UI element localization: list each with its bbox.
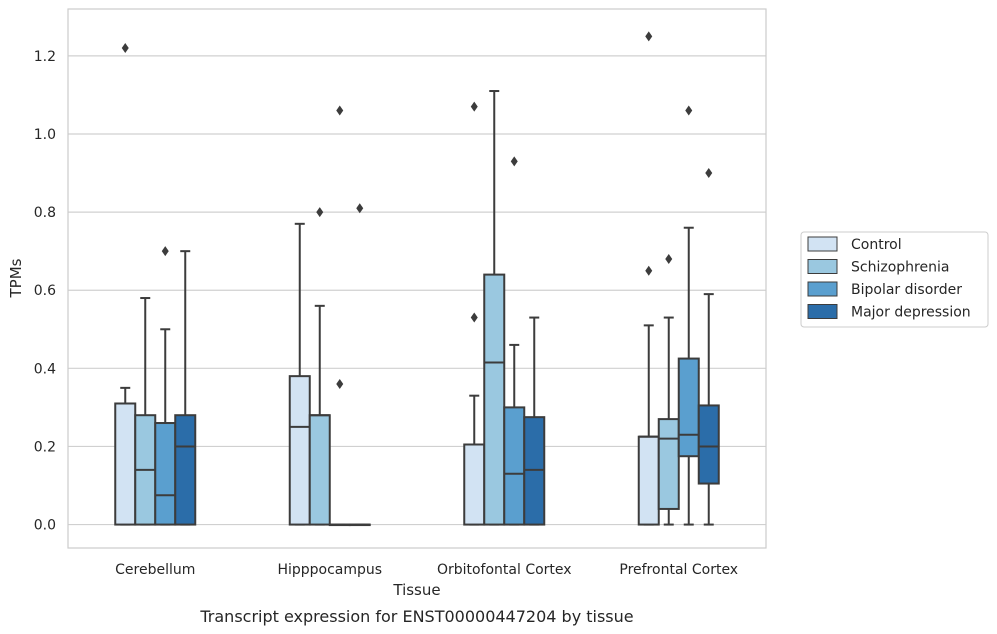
outlier-0 (645, 265, 653, 276)
box-1-3 (348, 203, 371, 527)
box-0-3 (174, 250, 197, 526)
outlier-0 (510, 156, 518, 167)
box-body (677, 357, 700, 458)
box-body (288, 375, 311, 526)
legend-label-3: Major depression (851, 305, 971, 321)
outlier-0 (470, 312, 478, 323)
box-body (114, 402, 137, 526)
legend-label-0: Control (851, 237, 902, 253)
box-0-0 (114, 43, 137, 526)
legend-swatch-3 (807, 304, 838, 319)
box-2-3 (523, 316, 546, 526)
box-marks (114, 31, 720, 527)
box-2-1 (483, 90, 506, 526)
box-body (637, 435, 660, 526)
box-2-0 (463, 101, 486, 526)
box-1-0 (288, 222, 311, 526)
y-tick-label-2: 0.4 (34, 361, 56, 377)
plot-frame (67, 8, 767, 549)
legend-label-2: Bipolar disorder (851, 282, 962, 298)
legend-swatch-1 (807, 259, 838, 274)
y-tick-label-0: 0.0 (34, 518, 56, 534)
outlier-0 (685, 105, 693, 116)
outlier-0 (336, 378, 344, 389)
box-3-0 (637, 31, 660, 526)
box-1-1 (308, 207, 331, 526)
box-3-3 (697, 168, 720, 526)
outlier-0 (121, 43, 129, 54)
box-body (463, 443, 486, 526)
box-body (483, 273, 506, 526)
x-tick-label-0: Cerebellum (115, 562, 195, 578)
y-tick-label-6: 1.2 (34, 49, 56, 65)
box-body (697, 404, 720, 485)
outlier-0 (665, 253, 673, 264)
box-3-2 (677, 105, 700, 526)
box-body (174, 414, 197, 526)
x-tick-label-1: Hipppocampus (277, 562, 382, 578)
y-tick-label-1: 0.2 (34, 439, 56, 455)
outlier-0 (161, 246, 169, 257)
legend: Control Schizophrenia Bipolar disorder Majo… (800, 231, 989, 328)
legend-frame (800, 231, 989, 328)
legend-swatch-0 (807, 236, 838, 252)
box-body (154, 422, 177, 526)
y-tick-label-4: 0.8 (34, 205, 56, 221)
y-tick-label-3: 0.6 (34, 283, 56, 299)
box-body (308, 414, 331, 526)
outlier-1 (645, 31, 653, 42)
legend-label-1: Schizophrenia (851, 260, 949, 276)
box-1-2 (328, 105, 351, 527)
outlier-1 (336, 105, 344, 116)
outlier-0 (316, 207, 324, 218)
y-tick-label-5: 1.0 (34, 127, 56, 143)
y-axis-label: TPMs (7, 258, 25, 298)
box-body (657, 418, 680, 510)
box-3-1 (657, 253, 680, 526)
legend-swatch-2 (807, 281, 838, 297)
box-body (503, 406, 526, 526)
outlier-0 (356, 203, 364, 214)
x-axis-label: Tissue (392, 581, 440, 599)
box-0-2 (154, 246, 177, 526)
outlier-0 (705, 168, 713, 179)
y-tick-labels: 0.0 0.2 0.4 0.6 0.8 1.0 1.2 (34, 49, 56, 534)
chart-caption: Transcript expression for ENST0000044720… (199, 607, 633, 626)
outlier-1 (470, 101, 478, 112)
x-tick-label-2: Orbitofontal Cortex (437, 562, 572, 578)
box-0-1 (134, 297, 157, 526)
x-tick-labels: Cerebellum Hipppocampus Orbitofontal Corte… (115, 562, 738, 578)
x-tick-label-3: Prefrontal Cortex (619, 562, 738, 578)
